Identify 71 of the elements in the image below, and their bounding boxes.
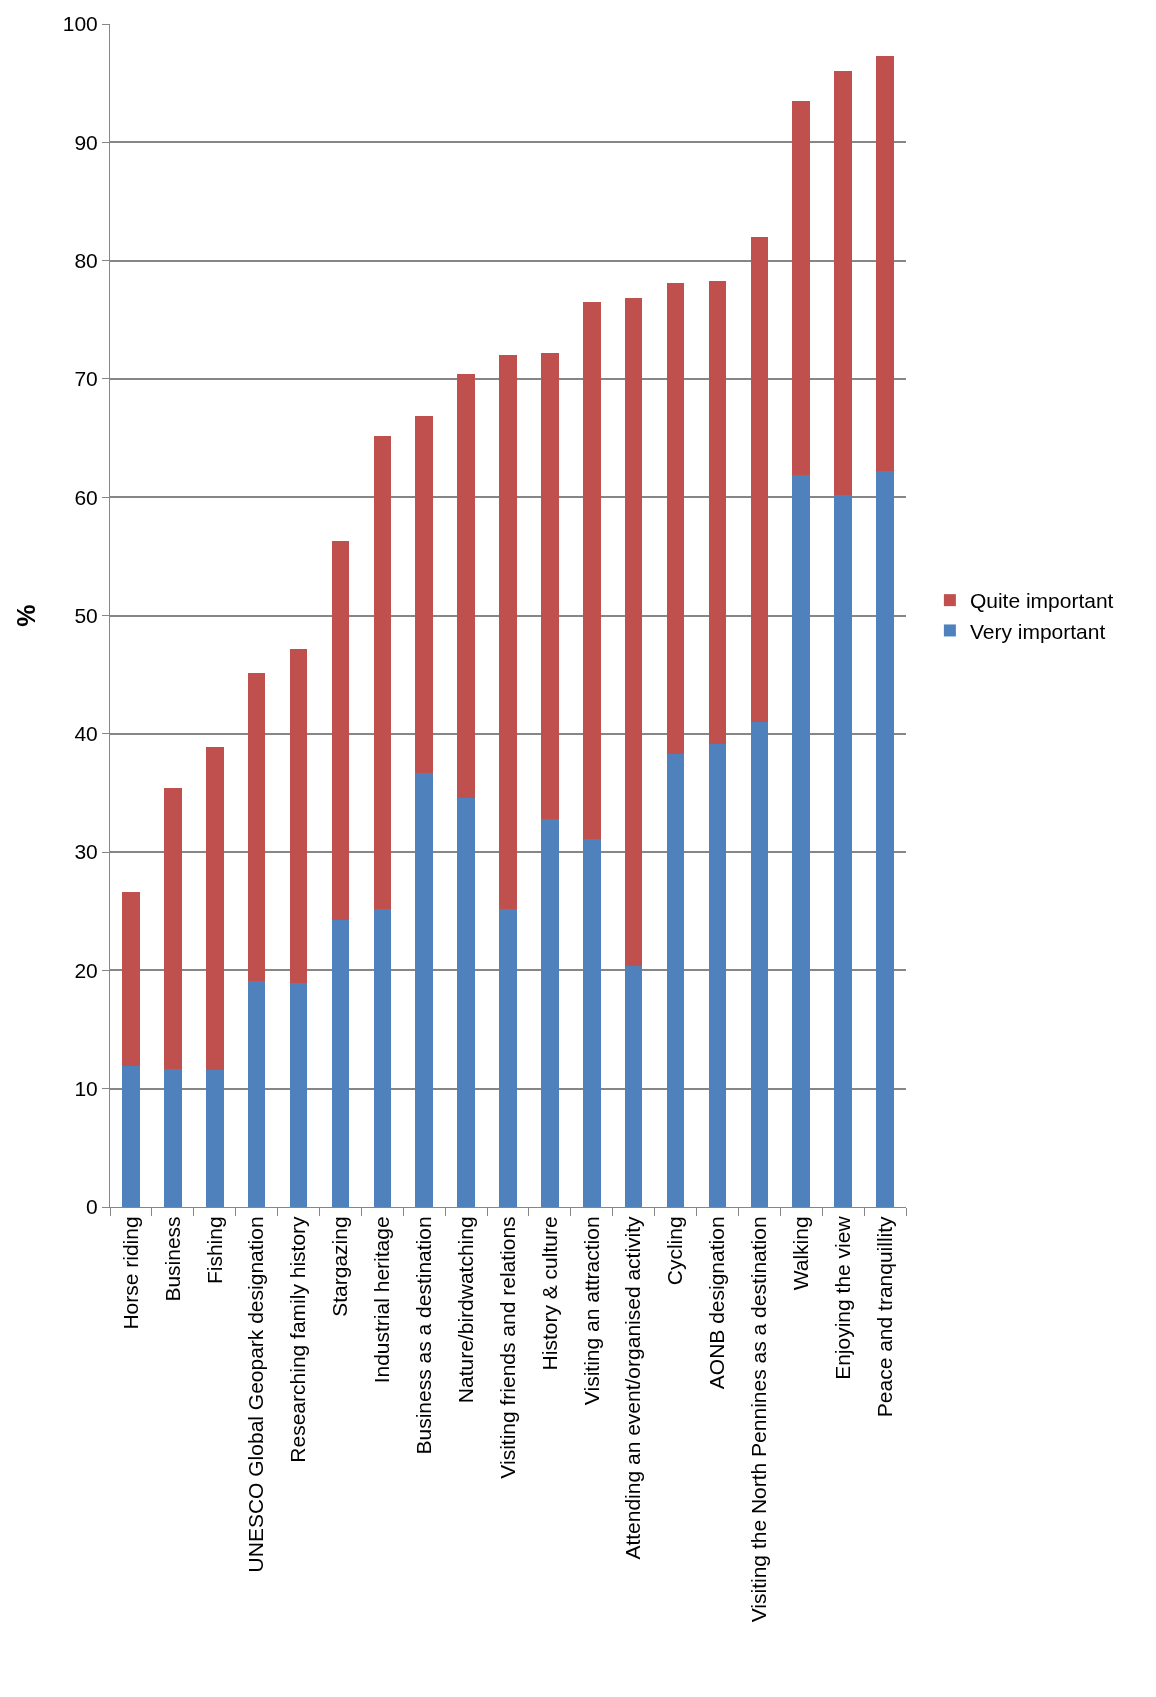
bar [666, 283, 685, 754]
x-tick-label: Horse riding [118, 1216, 142, 1330]
bar [666, 753, 685, 1207]
x-tick-label: Researching family history [286, 1215, 310, 1463]
bar [289, 648, 308, 984]
x-tick-label: Cycling [663, 1216, 687, 1286]
legend-label: Very important [969, 619, 1106, 643]
legend-label: Quite important [969, 589, 1114, 613]
bar [750, 721, 769, 1207]
bar [876, 55, 894, 472]
bar [122, 1066, 140, 1207]
bar [247, 981, 266, 1207]
bar [876, 471, 894, 1207]
bar [331, 540, 350, 920]
bar [708, 744, 727, 1207]
bar [457, 797, 475, 1207]
x-tick-label: AONB designation [705, 1216, 729, 1390]
x-tick-label: UNESCO Global Geopark designation [244, 1216, 268, 1573]
x-tick-label: Stargazing [328, 1216, 352, 1317]
x-tick-label: Fishing [202, 1216, 226, 1285]
x-tick-label: Business [160, 1216, 184, 1302]
bar [541, 818, 559, 1207]
x-tick-label: Visiting the North Pennines as a destination [747, 1216, 771, 1623]
bar [164, 788, 182, 1069]
bar [624, 965, 643, 1207]
x-tick-label: Walking [789, 1216, 813, 1291]
bar [415, 415, 434, 773]
y-tick-label: 20 [74, 958, 98, 982]
x-tick-label: Industrial heritage [370, 1216, 394, 1384]
bar [499, 908, 517, 1207]
bar [205, 1069, 224, 1207]
x-tick-label: Business as a destination [412, 1216, 436, 1455]
bar [582, 839, 601, 1207]
bar [834, 494, 852, 1207]
bar [122, 892, 140, 1067]
y-tick-label: 50 [74, 603, 98, 627]
y-tick-label: 10 [74, 1077, 98, 1101]
bar [499, 355, 517, 909]
bar [541, 352, 559, 819]
x-tick-label: Visiting an attraction [579, 1216, 603, 1406]
bar [834, 71, 852, 495]
y-tick-label: 80 [74, 248, 98, 272]
bar [624, 298, 643, 966]
y-tick-label: 40 [74, 722, 98, 746]
x-tick-label: Enjoying the view [830, 1215, 854, 1380]
bar [415, 772, 434, 1207]
bar [164, 1068, 182, 1207]
bar [331, 919, 350, 1207]
x-tick-label: Visiting friends and relations [495, 1216, 519, 1479]
bar [373, 435, 392, 909]
y-tick-label: 100 [62, 12, 98, 36]
x-tick-label: Peace and tranquillity [872, 1215, 896, 1418]
x-tick-label: Attending an event/organised activity [621, 1215, 645, 1560]
y-axis-title: % [11, 604, 40, 627]
bar [205, 746, 224, 1070]
x-tick-label: Nature/birdwatching [453, 1216, 477, 1404]
x-tick-label: History & culture [537, 1216, 561, 1371]
bar [750, 236, 769, 722]
bar [289, 983, 308, 1207]
bar [457, 374, 475, 798]
bar [247, 673, 266, 982]
bar [792, 474, 811, 1207]
bar [582, 302, 601, 840]
bar [373, 908, 392, 1207]
y-tick-label: 70 [74, 367, 98, 391]
y-tick-label: 0 [86, 1195, 98, 1219]
bar [708, 280, 727, 745]
bar [792, 100, 811, 475]
y-tick-label: 90 [74, 130, 98, 154]
y-tick-label: 30 [74, 840, 98, 864]
y-tick-label: 60 [74, 485, 98, 509]
